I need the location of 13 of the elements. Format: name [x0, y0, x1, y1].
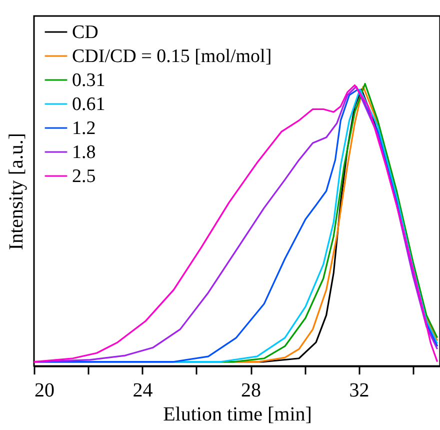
legend-label: 0.61 — [72, 94, 106, 115]
legend-label: 2.5 — [72, 166, 96, 187]
x-tick-label: 28 — [241, 380, 262, 402]
legend-label: CD — [72, 22, 98, 43]
legend-label: 1.2 — [72, 118, 96, 139]
x-tick-label: 20 — [34, 380, 54, 402]
legend-label: 0.31 — [72, 70, 106, 91]
x-axis-title: Elution time [min] — [163, 404, 312, 426]
y-axis-title: Intensity [a.u.] — [6, 132, 28, 250]
x-tick-label: 24 — [132, 380, 153, 402]
x-tick-label: 32 — [349, 380, 370, 402]
legend-label: 1.8 — [72, 142, 96, 163]
legend-label: CDI/CD = 0.15 [mol/mol] — [72, 46, 272, 67]
